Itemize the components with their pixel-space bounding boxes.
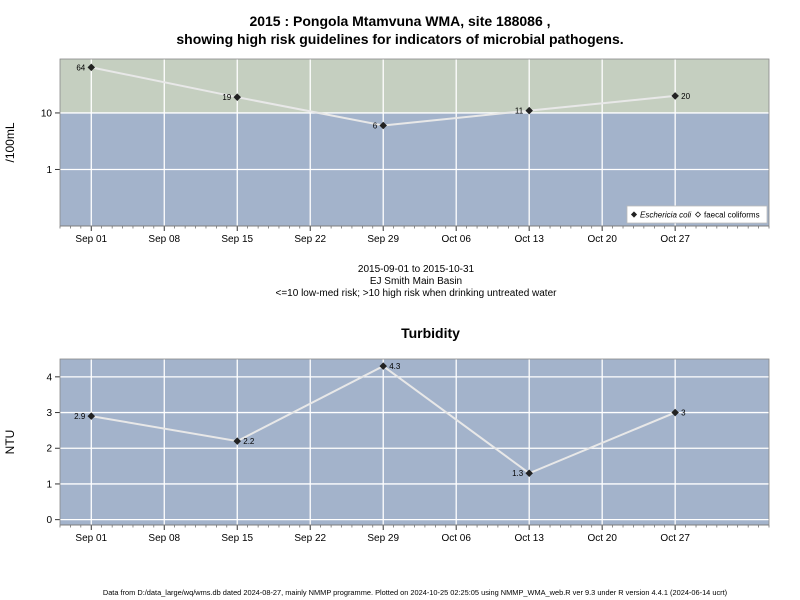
y-tick-label: 10: [41, 108, 53, 119]
data-label: 2.2: [243, 437, 255, 446]
data-label: 1.3: [512, 469, 524, 478]
data-point: [525, 469, 533, 478]
ecoli-chart: Sep 01 Sep 08 Sep 15 Sep 22 Sep 29 Oct 06 Oct …: [3, 58, 770, 245]
y-axis-label: /100mL: [3, 122, 17, 162]
data-point: [525, 106, 533, 115]
x-tick-label: Oct 27: [660, 533, 690, 544]
x-tick-label: Oct 20: [587, 533, 617, 544]
legend-marker: [630, 211, 638, 218]
y-tick-label: 1: [46, 165, 52, 176]
data-label: 6: [373, 121, 378, 130]
data-point: [379, 121, 387, 130]
chart-title-line2: showing high risk guidelines for indicat…: [176, 31, 624, 47]
x-tick-label: Oct 06: [441, 533, 471, 544]
plot-border: [59, 358, 770, 526]
risk-note-caption: <=10 low-med risk; >10 high risk when dr…: [275, 288, 557, 299]
x-tick-label: Sep 22: [294, 533, 326, 544]
data-label: 2.9: [74, 412, 86, 421]
data-point: [379, 362, 387, 370]
x-tick-label: Oct 13: [514, 533, 544, 544]
data-point: [87, 412, 96, 420]
legend-entry: faecal coliforms: [704, 211, 760, 220]
data-point: [233, 93, 242, 101]
data-point: [671, 92, 679, 100]
data-point: [87, 63, 96, 72]
footer-note: Data from D:/data_large/wq/wms.db dated …: [102, 588, 728, 597]
x-tick-label: Sep 08: [148, 234, 180, 245]
chart-title-line1: 2015 : Pongola Mtamvuna WMA, site 188086…: [249, 13, 551, 29]
date-range-caption: 2015-09-01 to 2015-10-31: [357, 264, 475, 275]
plot-border: [59, 58, 770, 227]
data-point: [671, 408, 679, 417]
data-label: 11: [515, 107, 524, 116]
y-tick-label: 1: [46, 479, 52, 490]
x-tick-label: Oct 27: [660, 234, 690, 245]
x-tick-label: Oct 06: [441, 234, 471, 245]
panel-title: Turbidity: [401, 325, 460, 341]
basin-caption: EJ Smith Main Basin: [369, 276, 463, 287]
x-tick-label: Sep 15: [221, 234, 253, 245]
x-tick-label: Sep 01: [75, 234, 107, 245]
y-tick-label: 2: [46, 444, 52, 455]
x-tick-label: Sep 29: [367, 533, 399, 544]
data-label: 3: [681, 409, 686, 418]
x-tick-label: Oct 20: [587, 234, 617, 245]
y-tick-label: 0: [46, 515, 52, 526]
turbidity-chart: Sep 01 Sep 08 Sep 15 Sep 22 Sep 29 Oct 06 Oct …: [3, 325, 770, 544]
x-tick-label: Oct 13: [514, 234, 544, 245]
y-tick-label: 4: [46, 372, 52, 383]
x-tick-label: Sep 01: [75, 533, 107, 544]
x-tick-label: Sep 22: [294, 234, 326, 245]
x-tick-label: Sep 08: [148, 533, 180, 544]
legend-entry: Eschericia coli: [640, 211, 691, 220]
data-label: 64: [76, 63, 85, 72]
x-tick-label: Sep 15: [221, 533, 253, 544]
data-label: 4.3: [389, 362, 401, 371]
data-point: [233, 437, 242, 445]
y-axis-label: NTU: [3, 430, 17, 455]
y-tick-label: 3: [46, 408, 52, 419]
data-label: 19: [222, 93, 231, 102]
plot-panel: [60, 359, 769, 525]
x-tick-label: Sep 29: [367, 234, 399, 245]
data-label: 20: [681, 92, 690, 101]
legend-marker: [694, 211, 702, 218]
high-risk-band: [60, 59, 769, 113]
